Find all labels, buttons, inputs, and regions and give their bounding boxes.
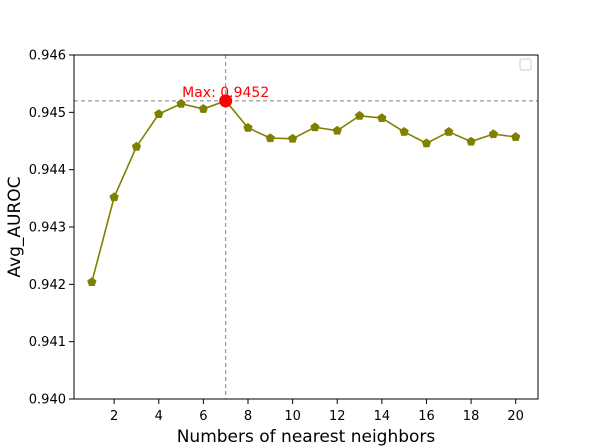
data-point-marker bbox=[332, 125, 342, 135]
y-tick-label: 0.941 bbox=[29, 335, 66, 350]
data-point-marker bbox=[354, 110, 365, 120]
x-tick-label: 8 bbox=[244, 409, 252, 424]
data-point-marker bbox=[466, 136, 476, 146]
data-point-marker bbox=[444, 126, 454, 136]
data-point-marker bbox=[176, 98, 186, 108]
x-tick-label: 14 bbox=[374, 409, 391, 424]
y-tick-label: 0.940 bbox=[29, 393, 66, 408]
data-point-marker bbox=[399, 126, 409, 136]
y-tick-label: 0.946 bbox=[29, 49, 66, 64]
data-point-marker bbox=[511, 132, 521, 141]
tick-labels: 2 4 6 8 10 12 14 16 18 20 0.940 0.941 0.942 0.943 0.94… bbox=[29, 49, 524, 425]
x-tick-label: 6 bbox=[199, 409, 207, 424]
y-axis-title: Avg_AUROC bbox=[5, 176, 25, 277]
data-point-marker bbox=[377, 113, 387, 123]
max-annotation-label: Max: 0.9452 bbox=[182, 85, 269, 101]
x-tick-label: 12 bbox=[329, 409, 346, 424]
x-axis-title: Numbers of nearest neighbors bbox=[177, 427, 436, 447]
x-tick-label: 2 bbox=[110, 409, 118, 424]
x-tick-label: 10 bbox=[284, 409, 301, 424]
x-tick-label: 18 bbox=[463, 409, 480, 424]
data-point-marker bbox=[154, 109, 164, 119]
data-point-marker bbox=[131, 141, 142, 151]
data-point-marker bbox=[243, 122, 253, 132]
series-layer bbox=[87, 94, 521, 287]
max-point-marker bbox=[219, 94, 233, 108]
reference-lines bbox=[74, 55, 538, 399]
x-tick-label: 20 bbox=[507, 409, 524, 424]
legend-box bbox=[519, 58, 532, 71]
data-point-marker bbox=[198, 103, 209, 113]
y-tick-label: 0.942 bbox=[29, 278, 66, 293]
axes bbox=[69, 54, 539, 404]
data-point-marker bbox=[87, 277, 97, 287]
data-point-marker bbox=[287, 133, 298, 143]
data-point-marker bbox=[421, 138, 432, 148]
y-tick-label: 0.943 bbox=[29, 221, 66, 236]
data-point-marker bbox=[488, 129, 499, 139]
y-tick-label: 0.945 bbox=[29, 106, 66, 121]
data-point-marker bbox=[109, 192, 119, 202]
x-tick-label: 4 bbox=[155, 409, 163, 424]
x-tick-label: 16 bbox=[418, 409, 435, 424]
y-tick-label: 0.944 bbox=[29, 163, 66, 178]
data-point-marker bbox=[310, 122, 320, 132]
data-point-marker bbox=[265, 133, 275, 143]
